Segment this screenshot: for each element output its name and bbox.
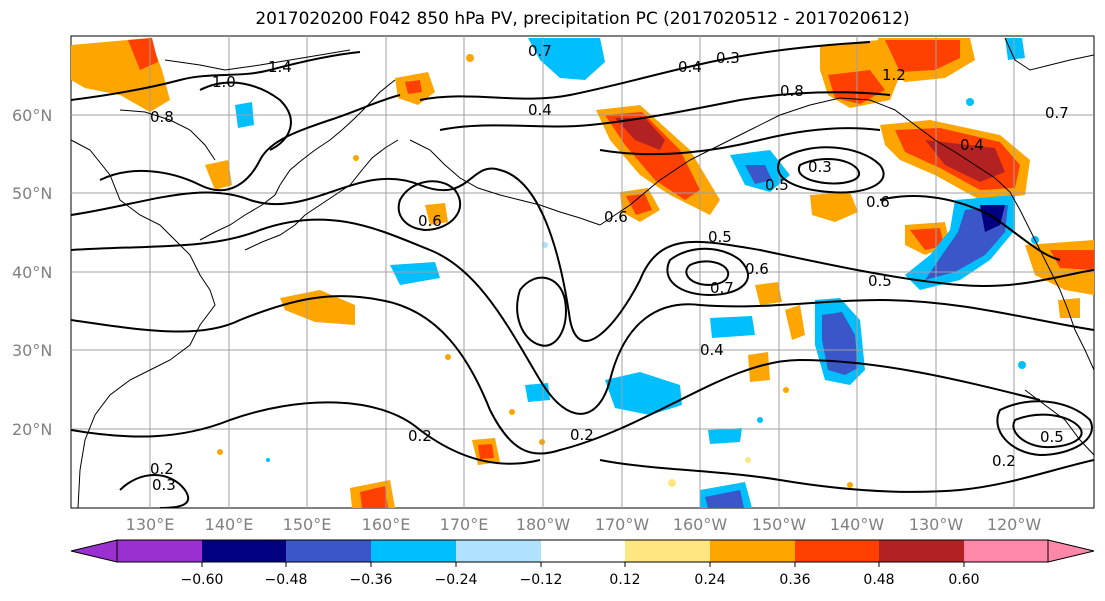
- svg-text:0.2: 0.2: [992, 452, 1016, 470]
- colorbar-tick-label: 0.36: [779, 572, 810, 588]
- lat-tick-label: 40°N: [12, 263, 52, 282]
- colorbar-tick-label: −0.24: [435, 572, 478, 588]
- lat-tick-label: 20°N: [12, 420, 52, 439]
- figure-title: 2017020200 F042 850 hPa PV, precipitatio…: [255, 9, 910, 29]
- svg-text:0.5: 0.5: [765, 176, 789, 194]
- colorbar-tick-label: 0.48: [863, 572, 894, 588]
- svg-text:0.6: 0.6: [604, 208, 628, 226]
- colorbar-tick-label: −0.48: [265, 572, 308, 588]
- svg-text:0.7: 0.7: [710, 279, 734, 297]
- svg-text:0.5: 0.5: [708, 228, 732, 246]
- svg-text:0.4: 0.4: [960, 136, 984, 154]
- pv-contours: [71, 41, 1094, 508]
- svg-text:0.6: 0.6: [418, 212, 442, 230]
- svg-text:1.0: 1.0: [212, 73, 236, 91]
- svg-text:0.2: 0.2: [150, 460, 174, 478]
- lon-tick-label: 160°E: [362, 515, 411, 534]
- lon-tick-label: 150°E: [283, 515, 332, 534]
- lon-tick-label: 150°W: [752, 515, 807, 534]
- svg-text:0.6: 0.6: [745, 260, 769, 278]
- svg-text:0.2: 0.2: [570, 426, 594, 444]
- lon-tick-label: 170°W: [595, 515, 650, 534]
- svg-text:0.8: 0.8: [780, 82, 804, 100]
- lon-tick-label: 140°E: [205, 515, 254, 534]
- svg-text:0.7: 0.7: [528, 42, 552, 60]
- svg-text:1.4: 1.4: [268, 58, 292, 76]
- colorbar-tick-label: −0.60: [181, 572, 224, 588]
- svg-text:1.2: 1.2: [882, 66, 906, 84]
- lon-tick-label: 180°W: [516, 515, 571, 534]
- lon-tick-label: 140°W: [830, 515, 885, 534]
- svg-text:0.5: 0.5: [1040, 428, 1064, 446]
- precip-positive-shading: [71, 38, 1094, 508]
- colorbar-tick-label: −0.12: [520, 572, 563, 588]
- svg-text:0.3: 0.3: [808, 158, 832, 176]
- svg-text:0.7: 0.7: [1045, 104, 1069, 122]
- lon-tick-label: 160°W: [673, 515, 728, 534]
- colorbar-tick-label: 0.24: [694, 572, 725, 588]
- colorbar-tick-label: 0.60: [948, 572, 979, 588]
- colorbar-tick-label: −0.36: [350, 572, 393, 588]
- contour-labels: 1.4 1.0 0.7 0.4 0.3 0.8 1.2 0.4 0.6 0.5 …: [150, 42, 1069, 494]
- lon-tick-label: 170°E: [440, 515, 489, 534]
- lat-tick-label: 60°N: [12, 106, 52, 125]
- svg-text:0.4: 0.4: [528, 101, 552, 119]
- svg-text:0.8: 0.8: [150, 108, 174, 126]
- lat-tick-labels: 60°N 50°N 40°N 30°N 20°N: [12, 106, 52, 439]
- svg-text:0.4: 0.4: [700, 341, 724, 359]
- lat-tick-label: 30°N: [12, 341, 52, 360]
- lat-tick-label: 50°N: [12, 184, 52, 203]
- colorbar: −0.60 −0.48 −0.36 −0.24 −0.12 0.12 0.24 …: [70, 539, 1095, 588]
- svg-text:0.3: 0.3: [152, 476, 176, 494]
- lon-tick-label: 130°W: [909, 515, 964, 534]
- svg-text:0.6: 0.6: [866, 193, 890, 211]
- lon-tick-label: 130°E: [126, 515, 175, 534]
- svg-text:0.3: 0.3: [716, 49, 740, 67]
- lon-tick-label: 120°W: [987, 515, 1042, 534]
- svg-text:0.2: 0.2: [408, 427, 432, 445]
- lon-tick-labels: 130°E 140°E 150°E 160°E 170°E 180°W 170°…: [126, 515, 1042, 534]
- svg-text:0.4: 0.4: [678, 58, 702, 76]
- colorbar-tick-label: 0.12: [609, 572, 640, 588]
- svg-text:0.5: 0.5: [868, 272, 892, 290]
